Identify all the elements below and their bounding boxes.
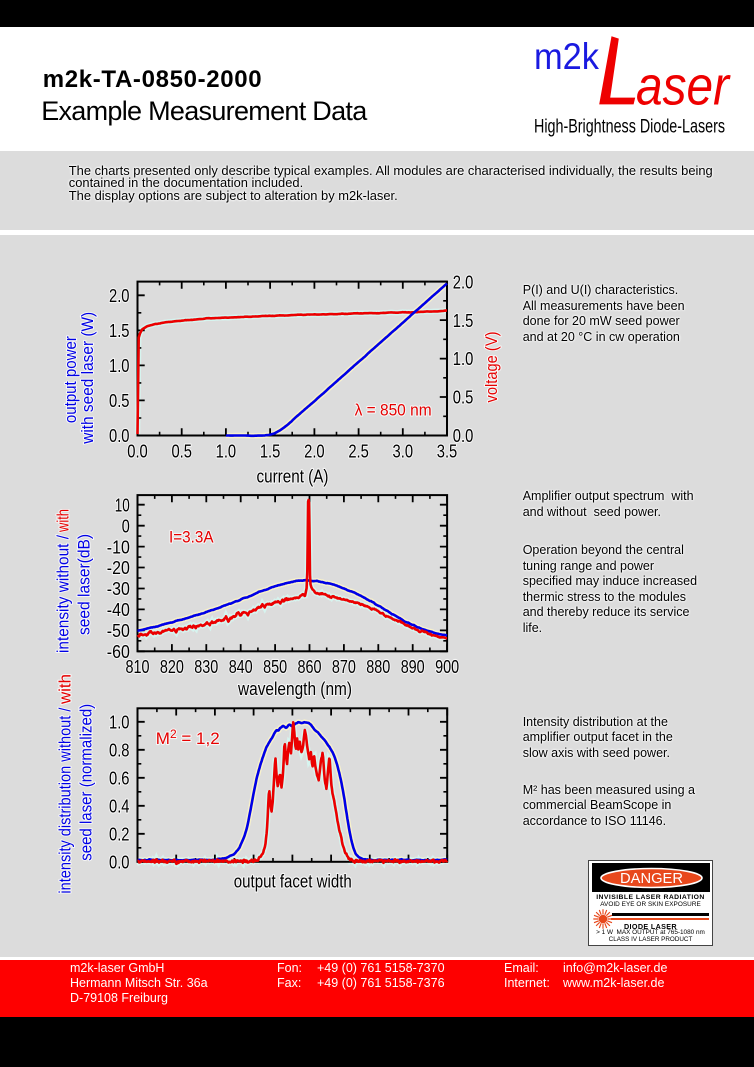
svg-text:-60: -60 xyxy=(107,642,130,662)
svg-text:1.0: 1.0 xyxy=(453,349,474,369)
svg-text:820: 820 xyxy=(160,657,184,677)
svg-text:860: 860 xyxy=(298,657,322,677)
svg-text:I=3.3A: I=3.3A xyxy=(169,528,214,547)
svg-text:-50: -50 xyxy=(107,621,130,641)
svg-text:870: 870 xyxy=(332,657,356,677)
svg-text:λ = 850 nm: λ = 850 nm xyxy=(355,400,432,419)
svg-text:0.6: 0.6 xyxy=(109,769,130,789)
svg-text:DANGER: DANGER xyxy=(620,870,683,887)
svg-text:seed laser(dB): seed laser(dB) xyxy=(75,534,94,635)
svg-text:output facet width: output facet width xyxy=(234,872,352,892)
svg-text:0.5: 0.5 xyxy=(109,391,130,411)
svg-text:-40: -40 xyxy=(107,600,130,620)
svg-text:0.8: 0.8 xyxy=(109,741,130,761)
svg-text:intensity distribution without: intensity distribution without / xyxy=(56,707,75,893)
svg-text:0: 0 xyxy=(122,516,130,536)
svg-text:aser: aser xyxy=(636,55,731,117)
svg-text:3.5: 3.5 xyxy=(437,442,458,462)
svg-text:High-Brightness Diode-Lasers: High-Brightness Diode-Lasers xyxy=(534,116,725,137)
svg-text:880: 880 xyxy=(366,657,390,677)
svg-text:1.5: 1.5 xyxy=(260,442,281,462)
svg-text:0.0: 0.0 xyxy=(109,853,130,873)
svg-text:0.5: 0.5 xyxy=(171,442,192,462)
svg-text:with: with xyxy=(54,509,73,533)
svg-text:10: 10 xyxy=(115,495,130,515)
svg-text:-20: -20 xyxy=(107,558,130,578)
svg-text:voltage (V): voltage (V) xyxy=(482,332,501,403)
svg-text:1.0: 1.0 xyxy=(109,713,130,733)
svg-text:2.0: 2.0 xyxy=(109,286,130,306)
svg-text:0.5: 0.5 xyxy=(453,388,474,408)
svg-text:2.0: 2.0 xyxy=(304,442,325,462)
svg-text:1.5: 1.5 xyxy=(453,311,474,331)
svg-text:output power: output power xyxy=(61,336,80,423)
svg-text:1.0: 1.0 xyxy=(109,356,130,376)
svg-text:900: 900 xyxy=(435,657,459,677)
svg-text:1.0: 1.0 xyxy=(216,442,237,462)
svg-text:0.0: 0.0 xyxy=(127,442,148,462)
svg-text:0.4: 0.4 xyxy=(109,797,130,817)
svg-text:3.0: 3.0 xyxy=(393,442,414,462)
svg-text:-10: -10 xyxy=(107,537,130,557)
svg-text:2.0: 2.0 xyxy=(453,272,474,292)
svg-text:890: 890 xyxy=(401,657,425,677)
svg-text:M2 = 1,2: M2 = 1,2 xyxy=(156,727,220,748)
svg-text:850: 850 xyxy=(263,657,287,677)
svg-text:intensity without /: intensity without / xyxy=(54,535,73,653)
svg-text:seed laser (normalized): seed laser (normalized) xyxy=(77,704,96,861)
svg-text:840: 840 xyxy=(229,657,253,677)
svg-text:0.0: 0.0 xyxy=(109,426,130,446)
svg-text:2.5: 2.5 xyxy=(348,442,369,462)
svg-text:with seed laser (W): with seed laser (W) xyxy=(78,312,97,445)
svg-text:810: 810 xyxy=(126,657,150,677)
svg-text:m2k: m2k xyxy=(534,36,599,77)
svg-text:-30: -30 xyxy=(107,579,130,599)
svg-text:with: with xyxy=(56,674,75,705)
svg-text:current (A): current (A) xyxy=(257,467,329,487)
svg-text:wavelength (nm): wavelength (nm) xyxy=(237,679,352,699)
svg-text:0.0: 0.0 xyxy=(453,426,474,446)
svg-text:830: 830 xyxy=(194,657,218,677)
svg-text:1.5: 1.5 xyxy=(109,321,130,341)
svg-text:0.2: 0.2 xyxy=(109,825,130,845)
